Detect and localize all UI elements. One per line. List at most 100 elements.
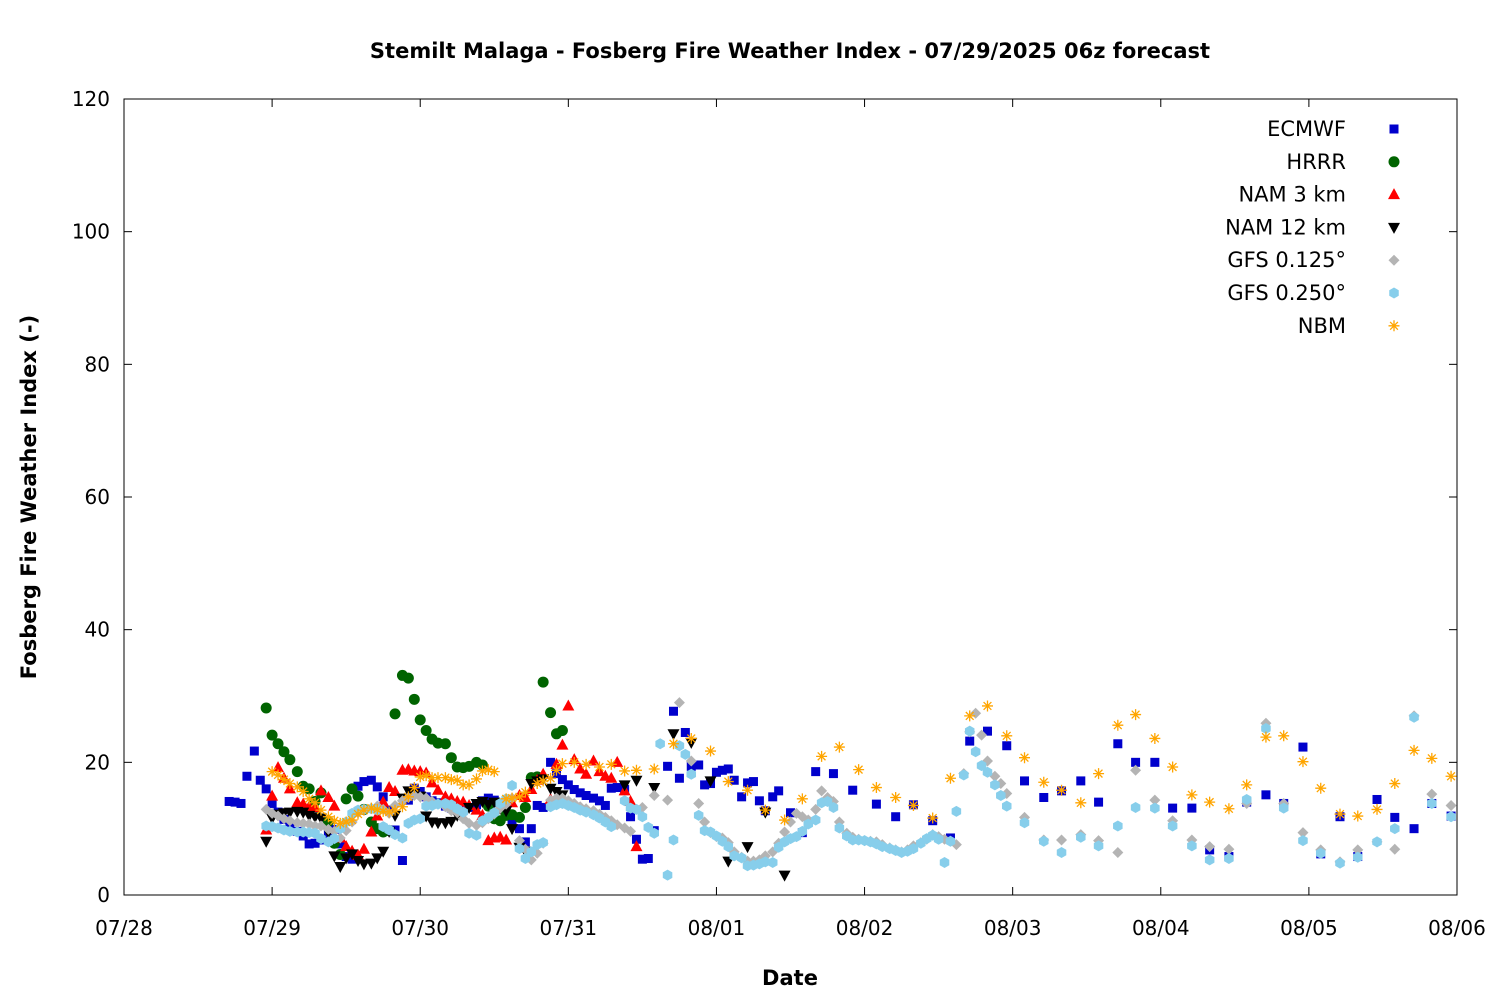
point-ecmwf xyxy=(575,788,585,798)
point-gfs-0-250 xyxy=(729,850,739,862)
point-hrrr xyxy=(420,724,432,736)
point-nbm xyxy=(377,805,389,817)
point-gfs-0-250 xyxy=(606,821,617,833)
legend-marker-nbm xyxy=(1388,320,1400,332)
point-nbm xyxy=(816,750,828,762)
point-ecmwf xyxy=(606,783,616,793)
point-hrrr xyxy=(445,752,457,764)
point-nbm xyxy=(1167,761,1179,773)
point-ecmwf xyxy=(748,777,758,787)
point-gfs-0-250 xyxy=(1278,802,1289,814)
point-hrrr xyxy=(414,714,426,726)
point-gfs-0-250 xyxy=(1390,823,1400,835)
point-gfs-0-250 xyxy=(803,818,814,830)
point-nbm xyxy=(1056,784,1068,796)
axis-ticks: 07/28 07/29 07/30 07/31 08/01 08/02 08/03 08/04… xyxy=(72,87,1486,940)
point-ecmwf xyxy=(557,775,567,785)
point-ecmwf xyxy=(242,771,252,781)
point-nbm xyxy=(482,764,494,776)
point-nbm xyxy=(445,774,457,786)
point-nam-3-km xyxy=(432,783,444,795)
point-nam-3-km xyxy=(389,785,402,797)
point-nbm xyxy=(779,814,791,826)
point-gfs-0-250 xyxy=(970,746,981,758)
legend-marker-ecmwf xyxy=(1389,124,1399,134)
point-ecmwf xyxy=(249,746,259,756)
point-gfs-0-250 xyxy=(458,806,468,818)
point-hrrr xyxy=(439,738,451,750)
point-nbm xyxy=(352,808,364,820)
point-nbm xyxy=(1315,782,1327,794)
point-nbm xyxy=(1278,730,1290,742)
point-gfs-0-250 xyxy=(996,790,1006,801)
point-ecmwf xyxy=(723,764,733,774)
point-nbm xyxy=(1260,731,1272,743)
series-gfs-0-250 xyxy=(261,711,1456,881)
point-nam-12-km xyxy=(371,853,384,865)
point-ecmwf xyxy=(546,757,556,767)
point-nbm xyxy=(500,793,512,805)
point-nbm xyxy=(322,811,334,823)
point-nbm xyxy=(402,791,414,803)
point-nbm xyxy=(833,741,845,753)
point-nbm xyxy=(1334,808,1346,820)
point-ecmwf xyxy=(255,775,265,785)
x-tick-label: 08/06 xyxy=(1428,916,1486,940)
point-nam-12-km xyxy=(260,836,273,848)
point-gfs-0-250 xyxy=(464,827,474,839)
point-nbm xyxy=(506,792,518,804)
point-hrrr xyxy=(266,729,278,741)
point-gfs-0-125 xyxy=(662,794,674,806)
point-ecmwf xyxy=(871,799,881,809)
y-tick-label: 80 xyxy=(85,352,110,376)
point-gfs-0-125 xyxy=(625,825,637,837)
point-gfs-0-250 xyxy=(329,833,340,845)
point-nam-12-km xyxy=(550,787,563,799)
point-nbm xyxy=(284,778,296,790)
point-nam-12-km xyxy=(648,783,661,795)
point-nbm xyxy=(408,782,420,794)
point-ecmwf xyxy=(754,796,764,806)
point-ecmwf xyxy=(526,824,536,834)
point-nbm xyxy=(278,774,290,786)
point-ecmwf xyxy=(600,800,610,810)
point-gfs-0-125 xyxy=(1056,834,1068,846)
point-gfs-0-250 xyxy=(959,769,969,781)
point-nam-12-km xyxy=(297,807,310,819)
point-gfs-0-250 xyxy=(810,814,821,826)
point-nbm xyxy=(1371,803,1383,815)
point-nam-12-km xyxy=(283,807,296,819)
point-nbm xyxy=(297,786,309,798)
point-nbm xyxy=(927,812,939,824)
point-ecmwf xyxy=(267,798,277,808)
point-ecmwf xyxy=(1039,792,1049,802)
point-gfs-0-250 xyxy=(1187,840,1197,852)
point-hrrr xyxy=(272,738,284,750)
point-nbm xyxy=(1223,803,1235,815)
point-ecmwf xyxy=(743,778,753,788)
point-hrrr xyxy=(346,783,358,795)
point-gfs-0-250 xyxy=(760,856,771,868)
point-ecmwf xyxy=(520,837,530,847)
point-ecmwf xyxy=(397,856,407,866)
point-ecmwf xyxy=(1094,797,1104,807)
point-gfs-0-250 xyxy=(1113,820,1123,832)
point-gfs-0-250 xyxy=(538,837,548,849)
x-tick-label: 08/01 xyxy=(688,916,746,940)
point-hrrr xyxy=(519,801,531,813)
point-nbm xyxy=(1241,779,1253,791)
point-nbm xyxy=(396,801,408,813)
x-tick-label: 07/31 xyxy=(540,916,598,940)
point-nam-12-km xyxy=(704,776,717,788)
point-ecmwf xyxy=(737,792,747,802)
point-nbm xyxy=(463,779,475,791)
point-nbm xyxy=(420,770,432,782)
point-ecmwf xyxy=(828,769,838,779)
point-gfs-0-250 xyxy=(1039,835,1049,847)
point-nbm xyxy=(759,804,771,816)
point-gfs-0-250 xyxy=(1315,847,1326,859)
point-gfs-0-125 xyxy=(810,803,822,815)
point-gfs-0-250 xyxy=(662,869,673,881)
point-nam-3-km xyxy=(500,833,513,845)
point-gfs-0-125 xyxy=(816,785,828,797)
